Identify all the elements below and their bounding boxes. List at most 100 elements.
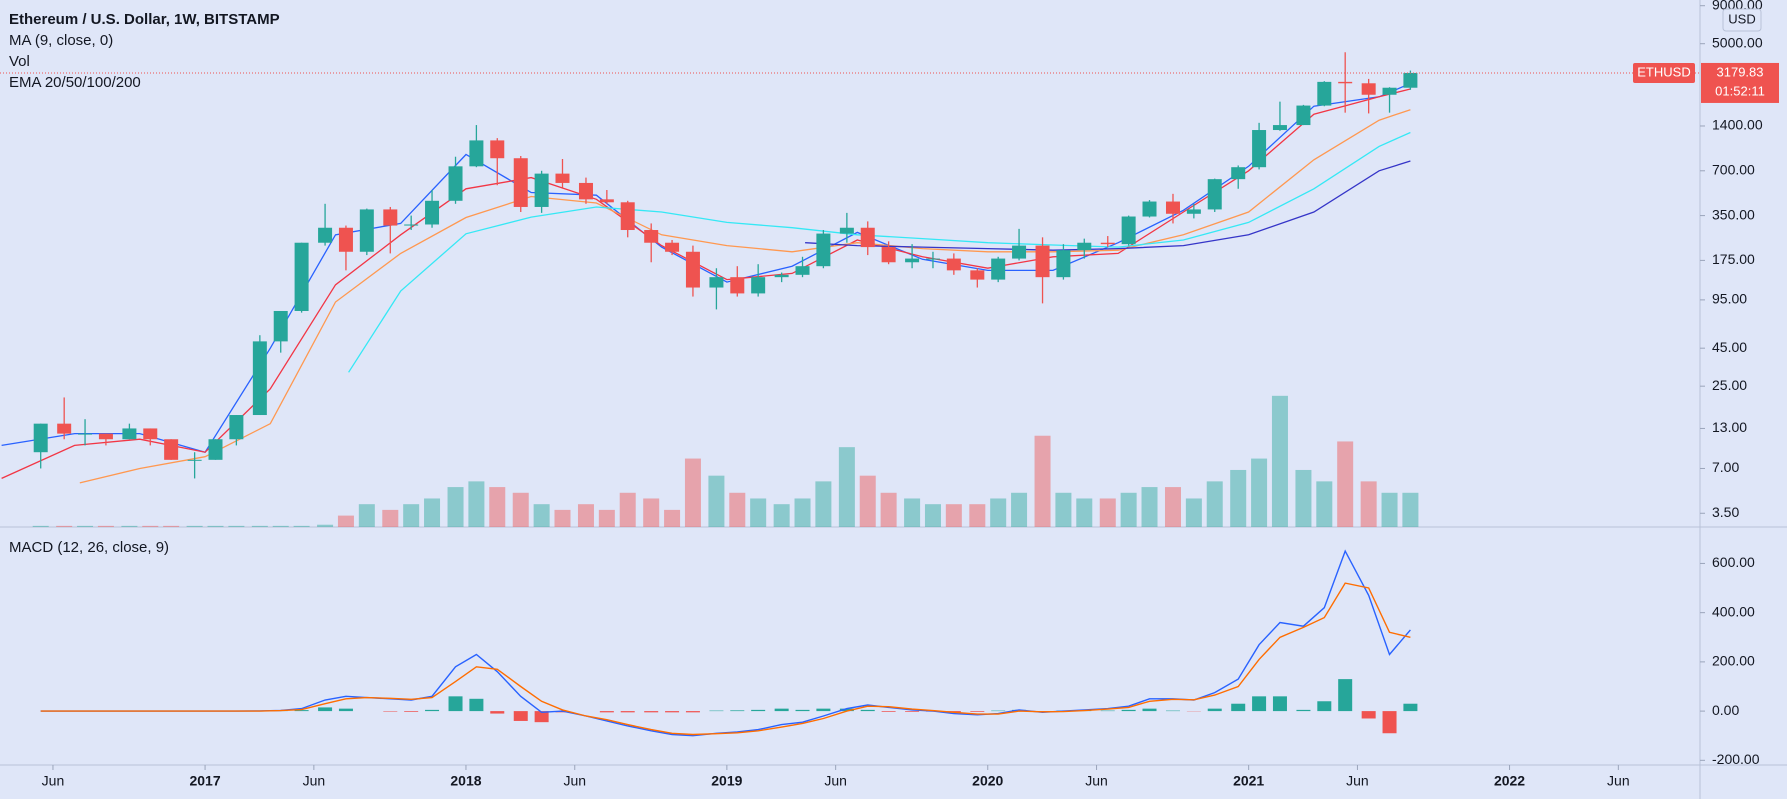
currency-button[interactable] bbox=[1722, 8, 1762, 32]
histogram-bar bbox=[751, 709, 766, 712]
volume-bar bbox=[272, 525, 289, 527]
candle-body bbox=[970, 270, 985, 280]
volume-bar bbox=[924, 504, 941, 527]
overlay: Ethereum / U.S. Dollar, 1W, BITSTAMP MA … bbox=[9, 8, 1762, 556]
histogram-bar bbox=[294, 710, 309, 712]
candle-body bbox=[534, 173, 549, 207]
x-tick-label: 2021 bbox=[1233, 773, 1264, 789]
volume-bar bbox=[904, 498, 921, 527]
volume-bar bbox=[228, 525, 245, 527]
y-tick-label: 3.50 bbox=[1712, 504, 1739, 520]
chart-title: Ethereum / U.S. Dollar, 1W, BITSTAMP bbox=[9, 11, 280, 28]
y-tick-label: 13.00 bbox=[1712, 419, 1747, 435]
histogram-bar bbox=[1317, 701, 1332, 712]
volume-bar bbox=[1230, 469, 1247, 527]
candle-body bbox=[665, 242, 680, 252]
histogram-bar bbox=[644, 711, 659, 713]
volume-bar bbox=[1034, 435, 1051, 527]
histogram-bar bbox=[839, 708, 854, 712]
y-tick-label: 7.00 bbox=[1712, 459, 1739, 475]
candle-body bbox=[991, 258, 1006, 280]
volume-bar bbox=[1099, 498, 1116, 527]
volume-bar bbox=[1381, 492, 1398, 527]
candle-body bbox=[229, 415, 244, 440]
volume-bar bbox=[773, 504, 790, 527]
candle-body bbox=[143, 428, 158, 440]
y-tick-label: -200.00 bbox=[1712, 751, 1760, 767]
symbol-badge bbox=[1633, 62, 1695, 83]
histogram-bar bbox=[1142, 708, 1157, 712]
volume-bar bbox=[598, 509, 615, 527]
x-tick-label: Jun bbox=[824, 773, 847, 789]
candle-body bbox=[816, 233, 831, 267]
histogram-bar bbox=[1296, 709, 1311, 712]
volume-bar bbox=[945, 504, 962, 527]
volume-bar bbox=[577, 504, 594, 527]
histogram-bar bbox=[685, 711, 700, 713]
volume-bar bbox=[424, 498, 441, 527]
histogram-bar bbox=[816, 708, 831, 712]
last-price-label: 3179.83 bbox=[1717, 64, 1764, 79]
histogram-bar bbox=[404, 711, 419, 712]
candle-body bbox=[555, 173, 570, 183]
countdown-label: 01:52:11 bbox=[1715, 83, 1765, 98]
candle-body bbox=[164, 439, 179, 460]
candle-body bbox=[1361, 83, 1376, 95]
volume-bar bbox=[815, 481, 832, 527]
volume-bar bbox=[207, 525, 224, 527]
candle-body bbox=[578, 182, 593, 200]
volume-bar bbox=[1337, 441, 1354, 527]
x-tick-label: Jun bbox=[563, 773, 586, 789]
volume-bar bbox=[251, 525, 268, 527]
candle-body bbox=[839, 227, 854, 234]
candle-body bbox=[208, 439, 223, 460]
indicator-line bbox=[805, 160, 1411, 251]
candle-body bbox=[490, 140, 505, 159]
volume-bar bbox=[708, 475, 725, 527]
candle-body bbox=[774, 274, 789, 278]
histogram-bar bbox=[534, 711, 549, 723]
x-tick-label: 2018 bbox=[450, 773, 481, 789]
y-tick-label: 600.00 bbox=[1712, 554, 1755, 570]
volume-bar bbox=[186, 525, 203, 527]
volume-bar bbox=[468, 481, 485, 527]
candle-body bbox=[1382, 87, 1397, 95]
candle-body bbox=[359, 209, 374, 252]
x-tick-label: 2017 bbox=[189, 773, 220, 789]
x-tick-label: 2022 bbox=[1494, 773, 1525, 789]
candle-body bbox=[1100, 242, 1115, 245]
histogram-bar bbox=[1121, 709, 1136, 712]
volume-bar bbox=[619, 492, 636, 527]
y-tick-label: 400.00 bbox=[1712, 603, 1755, 619]
candle-body bbox=[1035, 245, 1050, 278]
candle-body bbox=[294, 242, 309, 311]
volume-bar bbox=[880, 492, 897, 527]
x-tick-label: Jun bbox=[1346, 773, 1369, 789]
histogram-bar bbox=[905, 711, 920, 712]
candle-body bbox=[1012, 245, 1027, 259]
volume-bar bbox=[1141, 487, 1158, 527]
volume-bar bbox=[1076, 498, 1093, 527]
volume-bar bbox=[838, 447, 855, 527]
indicator-line bbox=[1, 82, 1411, 453]
volume-bar bbox=[382, 509, 399, 527]
histogram-bar bbox=[513, 711, 528, 721]
candle-body bbox=[905, 258, 920, 263]
volume-bar bbox=[293, 525, 310, 527]
candle-body bbox=[469, 140, 484, 167]
volume-bar bbox=[750, 498, 767, 527]
candle-body bbox=[1272, 125, 1287, 131]
indicator-label: Vol bbox=[9, 53, 30, 70]
volume-bar bbox=[1402, 492, 1419, 527]
candle-body bbox=[730, 277, 745, 294]
candle-body bbox=[252, 341, 267, 416]
indicator-line bbox=[79, 109, 1411, 484]
currency-label[interactable]: USD bbox=[1728, 11, 1755, 26]
candle-body bbox=[599, 199, 614, 203]
histogram-bar bbox=[774, 708, 789, 712]
candle-body bbox=[620, 202, 635, 231]
histogram-bar bbox=[490, 711, 505, 714]
candle-body bbox=[685, 251, 700, 288]
